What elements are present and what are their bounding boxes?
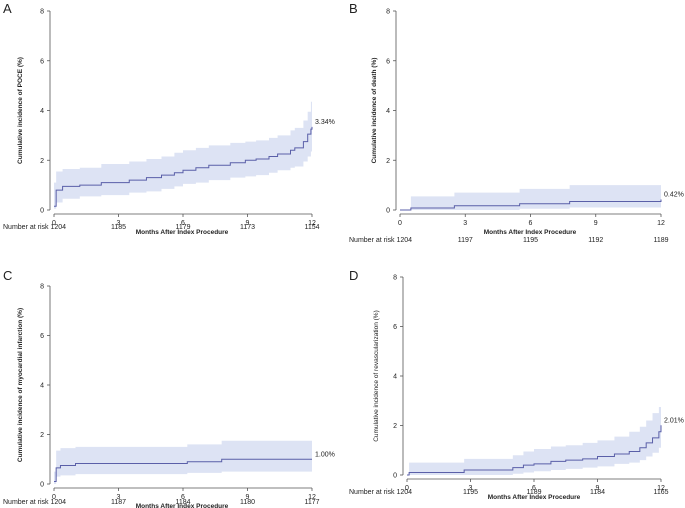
risk-value: 1195 [463, 489, 478, 496]
risk-value: 1177 [304, 499, 319, 506]
risk-value: 1180 [240, 499, 255, 506]
risk-row-label: Number at risk 1204 [349, 237, 412, 244]
panel-letter: A [3, 1, 12, 16]
risk-value: 1189 [526, 489, 541, 496]
risk-row-label: Number at risk 1204 [3, 499, 66, 506]
x-tick-label: 12 [657, 220, 665, 227]
panel-letter: C [3, 268, 12, 283]
risk-value: 1189 [653, 237, 668, 244]
end-value-label: 0.42% [664, 192, 684, 199]
y-tick-label: 0 [393, 473, 397, 480]
y-tick-label: 2 [40, 158, 44, 165]
risk-value: 1154 [304, 224, 319, 231]
y-tick-label: 2 [40, 432, 44, 439]
x-axis-label: Months After Index Procedure [136, 503, 229, 508]
x-tick-label: 12 [308, 220, 316, 227]
y-tick-label: 6 [40, 333, 44, 340]
end-value-label: 3.34% [315, 119, 335, 126]
y-tick-label: 0 [40, 208, 44, 215]
chart-panel-d: 0 2 4 6 8 0 3 6 9 12 Months After Index Procedure C… [349, 268, 684, 501]
x-tick-label: 12 [308, 494, 316, 501]
risk-value: 1197 [458, 237, 473, 244]
x-tick-label: 6 [532, 485, 536, 492]
confidence-band [54, 440, 312, 484]
y-tick-label: 4 [40, 383, 44, 390]
y-tick-label: 4 [393, 374, 397, 381]
y-tick-label: 0 [386, 208, 390, 215]
risk-value: 1173 [240, 224, 255, 231]
incidence-line [54, 126, 313, 207]
x-tick-label: 0 [52, 220, 56, 227]
y-axis-label: Cumulative incidence of revascularizatio… [373, 310, 380, 442]
x-tick-label: 6 [181, 220, 185, 227]
x-tick-label: 9 [246, 220, 250, 227]
x-tick-label: 6 [529, 220, 533, 227]
end-value-label: 2.01% [664, 417, 684, 424]
risk-value: 1195 [523, 237, 538, 244]
y-axis-label: Cumulative incidence of POCE (%) [17, 57, 24, 164]
risk-value: 1192 [588, 237, 603, 244]
y-tick-label: 8 [40, 284, 44, 291]
confidence-band [400, 185, 661, 210]
y-tick-label: 6 [40, 58, 44, 65]
x-tick-label: 0 [398, 220, 402, 227]
risk-value: 1184 [590, 489, 605, 496]
y-tick-label: 8 [40, 9, 44, 16]
confidence-band [54, 99, 312, 209]
y-axis-label: Cumulative incidence of death (%) [371, 58, 378, 164]
x-axis-label: Months After Index Procedure [488, 494, 581, 501]
risk-value: 1187 [111, 499, 126, 506]
x-tick-label: 9 [594, 220, 598, 227]
risk-value: 1185 [111, 224, 126, 231]
end-value-label: 1.00% [315, 451, 335, 458]
x-axis-label: Months After Index Procedure [484, 229, 577, 236]
x-tick-label: 3 [117, 494, 121, 501]
x-tick-label: 12 [657, 485, 665, 492]
chart-panel-a: 0 2 4 6 8 0 3 6 9 12 Months After Index Procedure C… [3, 1, 335, 236]
x-tick-label: 0 [52, 494, 56, 501]
x-tick-label: 6 [181, 494, 185, 501]
y-tick-label: 0 [40, 482, 44, 489]
panel-letter: B [349, 1, 358, 16]
risk-value: 1179 [175, 224, 190, 231]
y-tick-label: 6 [393, 324, 397, 331]
risk-value: 1184 [175, 499, 190, 506]
x-axis-label: Months After Index Procedure [136, 229, 229, 236]
x-tick-label: 3 [117, 220, 121, 227]
risk-value: 1165 [653, 489, 668, 496]
incidence-line [54, 458, 312, 483]
incidence-line [407, 425, 662, 476]
chart-panel-c: 0 2 4 6 8 0 3 6 9 12 Months After Index Procedure C… [3, 268, 335, 508]
chart-panel-b: 0 2 4 6 8 0 3 6 9 12 Months After Index Procedure C… [349, 1, 684, 244]
y-axis-label: Cumulative incidence of myocardial infar… [17, 308, 24, 462]
incidence-line [400, 199, 662, 211]
y-tick-label: 2 [393, 423, 397, 430]
x-tick-label: 3 [469, 485, 473, 492]
y-tick-label: 4 [40, 108, 44, 115]
risk-row-label: Number at risk 1204 [349, 489, 412, 496]
x-tick-label: 0 [405, 485, 409, 492]
y-tick-label: 8 [393, 275, 397, 282]
y-tick-label: 6 [386, 58, 390, 65]
x-tick-label: 9 [246, 494, 250, 501]
risk-row-label: Number at risk 1204 [3, 224, 66, 231]
y-tick-label: 2 [386, 158, 390, 165]
panel-letter: D [349, 268, 358, 283]
y-tick-label: 8 [386, 9, 390, 16]
x-tick-label: 9 [596, 485, 600, 492]
x-tick-label: 3 [463, 220, 467, 227]
y-tick-label: 4 [386, 108, 390, 115]
